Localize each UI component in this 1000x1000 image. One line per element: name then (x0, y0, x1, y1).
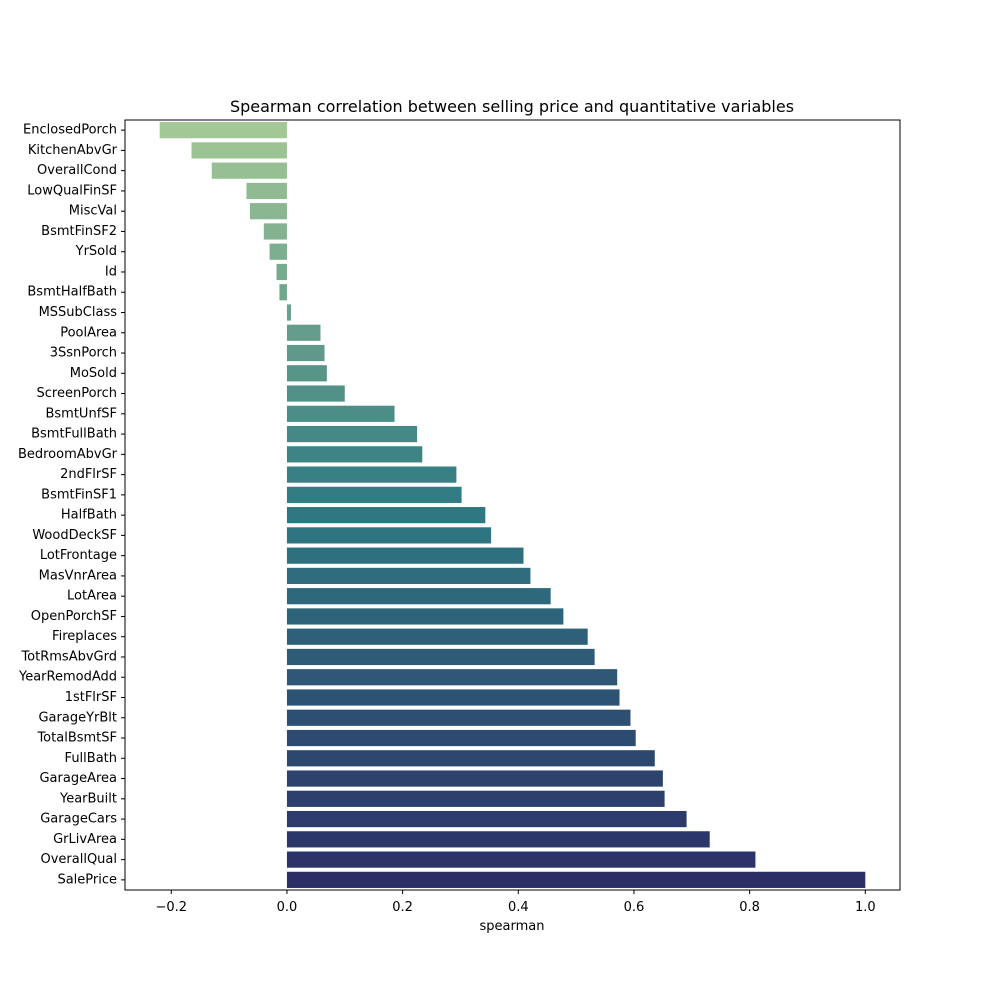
bar-BsmtFinSF1 (286, 486, 462, 503)
y-tick-label: OverallQual (40, 852, 117, 867)
y-tick-label: BsmtFullBath (31, 427, 117, 442)
bar-BsmtFinSF2 (263, 223, 287, 240)
bar-KitchenAbvGr (191, 142, 287, 159)
y-tick-label: WoodDeckSF (32, 528, 117, 543)
bar-YearRemodAdd (286, 669, 618, 686)
x-tick-label: 0.8 (739, 900, 760, 915)
y-tick-label: OverallCond (37, 163, 117, 178)
bar-OverallQual (286, 851, 756, 868)
bar-WoodDeckSF (286, 527, 492, 544)
y-tick-label: BsmtHalfBath (27, 285, 117, 300)
bar-EnclosedPorch (159, 122, 287, 139)
bar-MasVnrArea (286, 567, 531, 585)
x-tick-label: −0.2 (155, 900, 187, 915)
y-tick-label: Id (105, 264, 117, 279)
bar-BedroomAbvGr (286, 446, 423, 463)
bar-LotFrontage (286, 547, 524, 564)
y-tick-label: Fireplaces (52, 629, 117, 644)
bar-OverallCond (211, 162, 287, 179)
bar-GarageCars (286, 810, 687, 828)
bar-YrSold (269, 243, 287, 260)
y-tick-label: MSSubClass (39, 305, 118, 320)
y-tick-label: HalfBath (61, 508, 117, 523)
y-tick-label: 3SsnPorch (50, 346, 117, 361)
bar-MSSubClass (286, 304, 291, 321)
y-tick-label: GarageCars (40, 812, 117, 827)
y-tick-label: ScreenPorch (37, 386, 117, 401)
y-tick-label: FullBath (65, 751, 117, 766)
y-tick-label: 2ndFlrSF (60, 467, 117, 482)
y-tick-label: GarageYrBlt (38, 710, 117, 725)
bar-Fireplaces (286, 628, 588, 645)
bar-TotRmsAbvGrd (286, 648, 595, 666)
y-axis: EnclosedPorch KitchenAbvGr OverallCond LowQ… (18, 123, 125, 887)
y-tick-label: BedroomAbvGr (18, 447, 118, 462)
bar-3SsnPorch (286, 344, 325, 362)
x-tick-label: 0.2 (392, 900, 413, 915)
y-tick-label: MasVnrArea (39, 568, 117, 583)
y-tick-label: TotRmsAbvGrd (20, 649, 117, 664)
y-tick-label: EnclosedPorch (23, 123, 117, 138)
plot-frame (124, 119, 901, 891)
y-tick-label: LotFrontage (40, 548, 117, 563)
bar-LowQualFinSF (246, 182, 287, 200)
y-tick-label: YearRemodAdd (18, 670, 117, 685)
bar-FullBath (286, 750, 655, 767)
y-tick-label: YearBuilt (59, 791, 117, 806)
y-tick-label: GarageArea (39, 771, 117, 786)
bar-ScreenPorch (286, 385, 345, 402)
bar-Id (276, 263, 287, 281)
bar-HalfBath (286, 507, 486, 524)
chart-title: Spearman correlation between selling pri… (230, 97, 794, 116)
bar-MiscVal (249, 203, 287, 220)
x-tick-label: 0.0 (277, 900, 298, 915)
bar-PoolArea (286, 324, 321, 341)
bar-GarageArea (286, 770, 663, 787)
bar-MoSold (286, 365, 327, 382)
bar-GarageYrBlt (286, 709, 631, 726)
bar-YearBuilt (286, 790, 665, 807)
y-tick-label: PoolArea (60, 325, 117, 340)
bar-BsmtFullBath (286, 425, 418, 443)
y-tick-label: LotArea (67, 589, 117, 604)
x-tick-label: 1.0 (855, 900, 876, 915)
y-tick-label: SalePrice (57, 872, 117, 887)
y-tick-label: LowQualFinSF (27, 183, 117, 198)
y-tick-label: MoSold (70, 366, 117, 381)
bar-2ndFlrSF (286, 466, 457, 483)
bar-TotalBsmtSF (286, 729, 636, 747)
bar-OpenPorchSF (286, 608, 564, 625)
bar-BsmtHalfBath (279, 284, 287, 301)
y-tick-label: BsmtFinSF1 (41, 487, 117, 502)
bar-BsmtUnfSF (286, 405, 395, 422)
x-tick-label: 0.6 (624, 900, 645, 915)
x-axis-label: spearman (480, 919, 545, 934)
y-tick-label: 1stFlrSF (65, 690, 117, 705)
bar-LotArea (286, 588, 551, 605)
y-tick-label: KitchenAbvGr (28, 143, 118, 158)
y-tick-label: BsmtUnfSF (45, 406, 117, 421)
y-tick-label: OpenPorchSF (31, 609, 117, 624)
y-tick-label: TotalBsmtSF (36, 731, 117, 746)
x-axis: −0.2 0.0 0.2 0.4 0.6 0.8 1.0 (155, 890, 876, 915)
bars-group (159, 122, 866, 888)
bar-1stFlrSF (286, 689, 620, 706)
bar-GrLivArea (286, 831, 710, 848)
bar-SalePrice (286, 871, 866, 888)
y-tick-label: YrSold (75, 244, 117, 259)
x-tick-label: 0.4 (508, 900, 529, 915)
y-tick-label: MiscVal (69, 204, 117, 219)
y-tick-label: BsmtFinSF2 (41, 224, 117, 239)
y-tick-label: GrLivArea (53, 832, 117, 847)
